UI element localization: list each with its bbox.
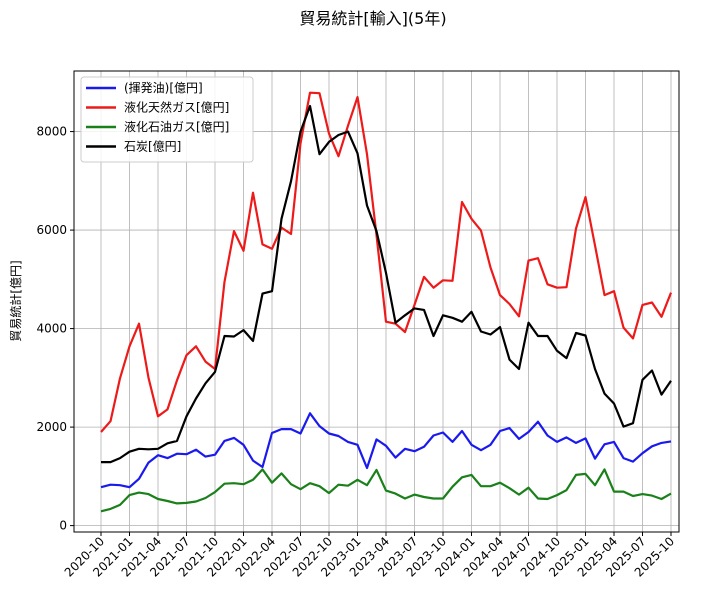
series-line-2 [100,468,672,513]
y-axis: 0 2000 4000 6000 8000 [36,125,74,533]
chart-title: 貿易統計[輸入](5年) [299,9,446,28]
plot-frame [73,70,680,533]
legend-label: 液化石油ガス[億円] [124,119,229,134]
legend-label: (揮発油)[億円] [124,81,203,95]
y-tick-label: 8000 [36,125,67,139]
legend-label: 石炭[億円] [124,140,181,154]
series-line-0 [100,412,672,489]
y-tick-label: 2000 [36,420,67,434]
y-tick-label: 4000 [36,322,67,336]
y-tick-label: 6000 [36,223,67,237]
x-axis: 2020-102021-012021-042021-072021-102022-… [62,532,677,580]
legend-label: 液化天然ガス[億円] [124,100,229,115]
legend: (揮発油)[億円] 液化天然ガス[億円] 液化石油ガス[億円] 石炭[億円] [80,76,254,163]
y-axis-label: 貿易統計[億円] [8,260,23,341]
series-lines [100,91,673,513]
legend-box [80,76,254,163]
y-tick-label: 0 [59,519,67,533]
series-line-3 [101,104,672,464]
series-line-1 [100,91,673,433]
